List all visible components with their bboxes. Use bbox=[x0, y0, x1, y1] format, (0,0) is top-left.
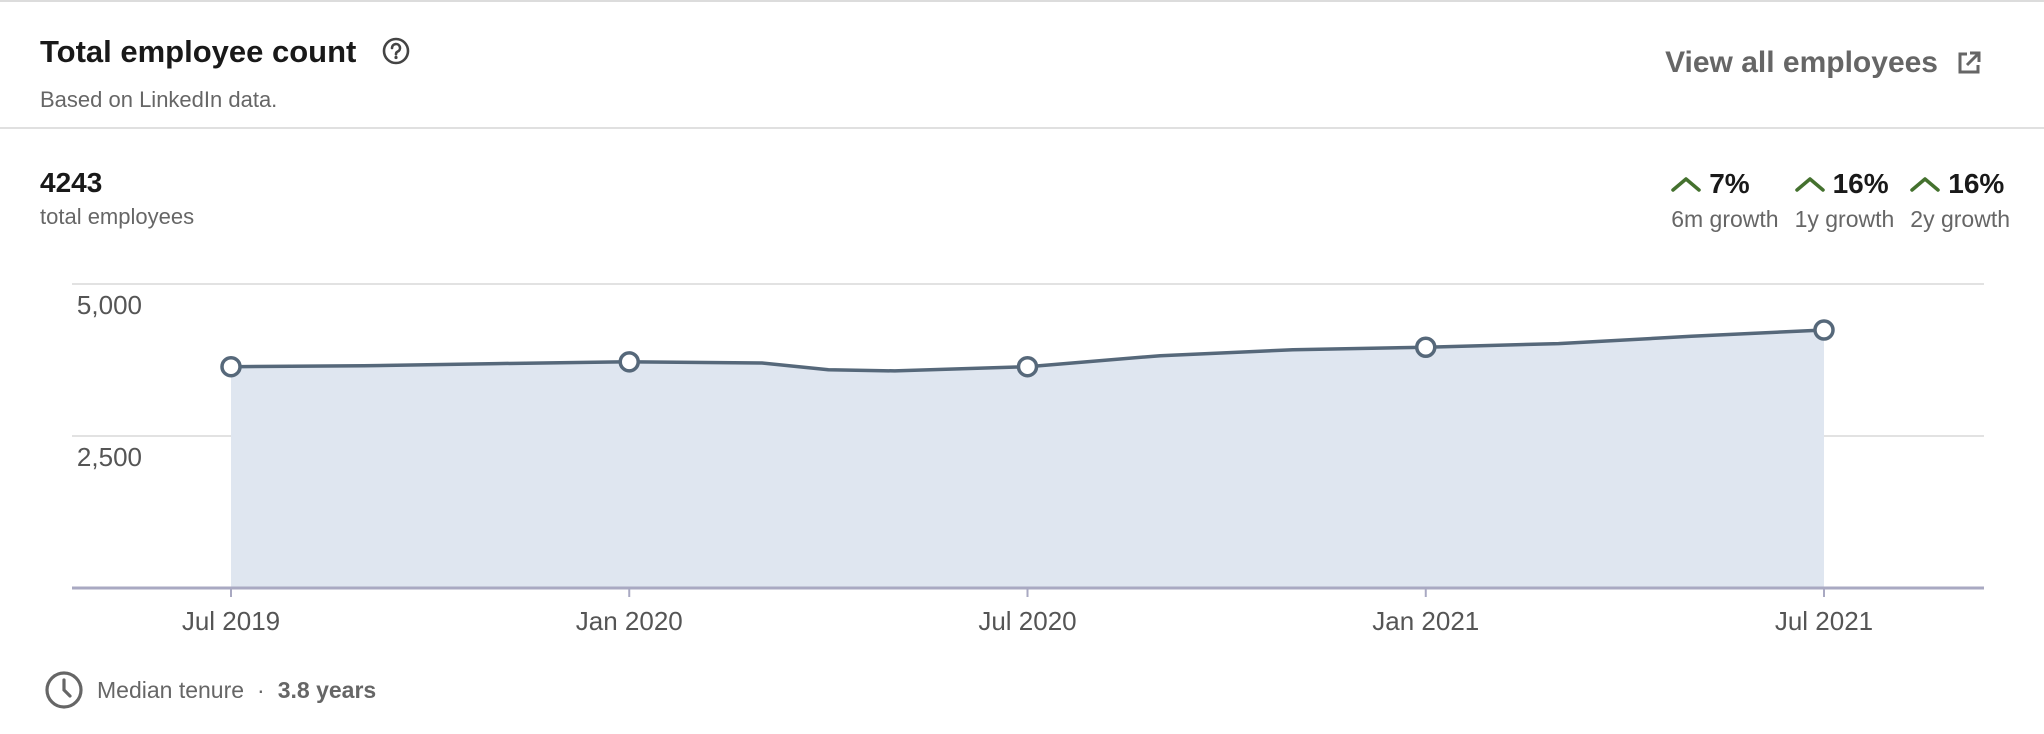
tenure-value: 3.8 years bbox=[277, 676, 377, 703]
caret-up-icon bbox=[1910, 177, 1941, 192]
x-tick-label: Jul 2019 bbox=[182, 606, 280, 636]
external-link-icon bbox=[1958, 51, 1981, 74]
caret-up-icon bbox=[1671, 177, 1701, 192]
data-point bbox=[618, 351, 640, 373]
tenure-label: Median tenure bbox=[97, 676, 245, 703]
clock-icon bbox=[45, 671, 83, 709]
growth-value: 7% bbox=[1709, 168, 1750, 199]
growth-value: 16% bbox=[1832, 168, 1889, 199]
card-title: Total employee count bbox=[40, 34, 357, 69]
series-area bbox=[231, 330, 1824, 588]
card-header: Total employee count Based on LinkedIn d… bbox=[0, 2, 2044, 129]
total-employee-label: total employees bbox=[40, 204, 195, 229]
tenure-separator: · bbox=[257, 676, 265, 703]
series-line bbox=[230, 328, 1825, 373]
data-point bbox=[1016, 355, 1039, 378]
growth-label: 2y growth bbox=[1910, 206, 2010, 232]
growth-label: 1y growth bbox=[1794, 206, 1895, 232]
total-employee-count: 4243 bbox=[40, 167, 103, 198]
growth-2y: 16% 2y growth bbox=[1910, 168, 2010, 233]
employee-count-chart: 2,500 5,000 Jul 2019 Jan 2020 Jul 2020 Jan 20… bbox=[72, 283, 1984, 636]
card-subtitle: Based on LinkedIn data. bbox=[40, 87, 278, 112]
growth-stats: 7% 6m growth 16% 1y growth 16% 2y growth bbox=[1671, 168, 2010, 233]
view-all-employees-label: View all employees bbox=[1665, 46, 1938, 79]
growth-label: 6m growth bbox=[1671, 206, 1779, 232]
y-tick-label: 2,500 bbox=[77, 442, 142, 472]
growth-6m: 7% 6m growth bbox=[1671, 168, 1778, 233]
median-tenure: Median tenure · 3.8 years bbox=[44, 670, 376, 710]
x-tick-label: Jul 2020 bbox=[978, 606, 1076, 636]
data-point bbox=[1415, 336, 1437, 358]
view-all-employees-link[interactable]: View all employees bbox=[1665, 46, 1982, 80]
data-point bbox=[220, 355, 242, 378]
x-tick-label: Jan 2020 bbox=[576, 606, 683, 636]
growth-1y: 16% 1y growth bbox=[1795, 168, 1895, 233]
data-point bbox=[1813, 319, 1835, 341]
caret-up-icon bbox=[1794, 177, 1825, 192]
x-tick-label: Jul 2021 bbox=[1775, 606, 1873, 636]
y-tick-label: 5,000 bbox=[77, 290, 142, 320]
x-tick-label: Jan 2021 bbox=[1372, 606, 1479, 636]
question-circle-icon[interactable] bbox=[381, 36, 411, 66]
growth-value: 16% bbox=[1948, 168, 2005, 199]
